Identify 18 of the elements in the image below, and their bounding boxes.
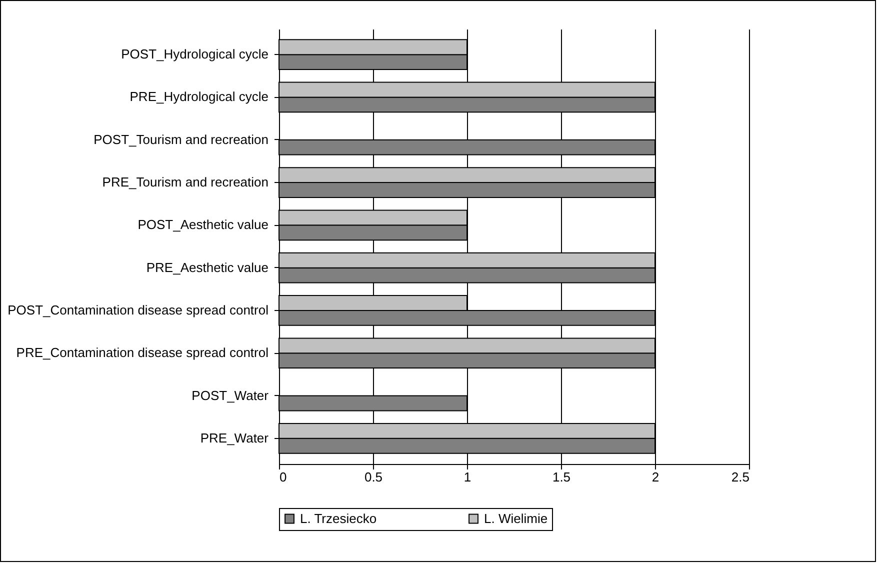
y-tick-label: POST_Water bbox=[192, 388, 270, 403]
y-tick-label: PRE_Aesthetic value bbox=[146, 260, 268, 275]
y-tick-label: PRE_Contamination disease spread control bbox=[16, 345, 269, 360]
y-tick-label: POST_Aesthetic value bbox=[138, 217, 268, 232]
legend-label: L. Trzesiecko bbox=[300, 510, 377, 526]
x-tick-label: 0.5 bbox=[364, 470, 383, 484]
y-tick-label: PRE_Tourism and recreation bbox=[102, 174, 268, 190]
y-tick-label: POST_Hydrological cycle bbox=[121, 46, 268, 62]
y-tick-label: POST_Tourism and recreation bbox=[94, 132, 268, 147]
x-tick-label: 1 bbox=[464, 470, 472, 484]
y-tick-label: POST_Contamination disease spread control bbox=[8, 302, 269, 318]
x-tick-label: 0 bbox=[280, 470, 287, 484]
x-tick-label: 1.5 bbox=[552, 470, 571, 484]
x-tick-label: 2.5 bbox=[731, 470, 750, 484]
y-tick-label: PRE_Water bbox=[200, 430, 270, 446]
y-tick-label: PRE_Hydrological cycle bbox=[130, 89, 268, 104]
legend-label: L. Wielimie bbox=[484, 510, 548, 526]
x-tick-label: 2 bbox=[652, 470, 660, 484]
